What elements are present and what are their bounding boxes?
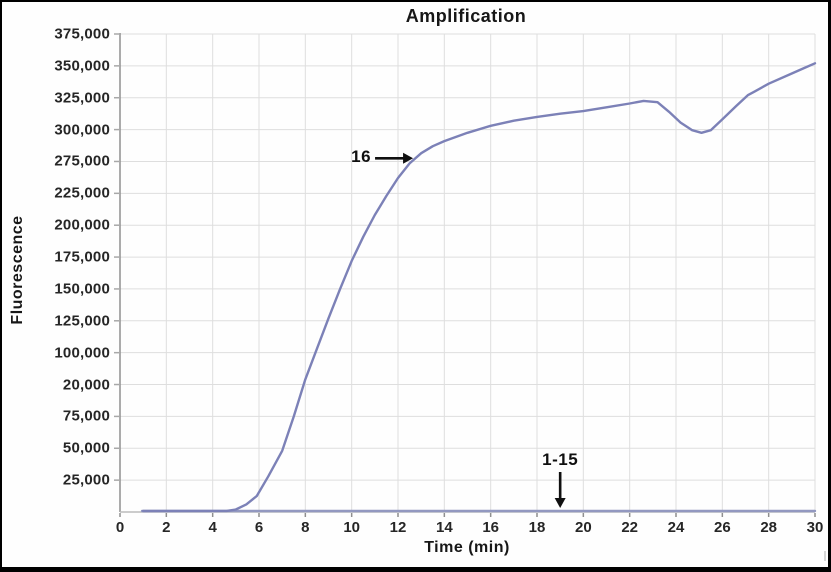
y-tick-label: 75,000 bbox=[62, 407, 110, 425]
x-tick-label: 0 bbox=[115, 519, 125, 536]
x-tick-label: 12 bbox=[389, 519, 407, 536]
y-tick-label: 150,000 bbox=[54, 280, 110, 298]
annotation-samples-1-15: 1-15 bbox=[542, 450, 579, 469]
x-tick-label: 28 bbox=[760, 519, 777, 536]
y-tick-label: 50,000 bbox=[62, 439, 110, 457]
x-tick-label: 4 bbox=[208, 519, 217, 536]
y-tick-label: 350,000 bbox=[54, 57, 110, 75]
y-tick-label: 125,000 bbox=[54, 312, 110, 330]
x-tick-label: 14 bbox=[435, 519, 453, 536]
x-tick-label: 8 bbox=[301, 519, 310, 536]
x-tick-label: 10 bbox=[343, 519, 360, 536]
y-tick-label: 20,000 bbox=[62, 376, 110, 394]
y-tick-label: 325,000 bbox=[54, 89, 110, 107]
x-axis-title: Time (min) bbox=[424, 539, 510, 556]
y-tick-label: 25,000 bbox=[62, 471, 110, 489]
y-tick-label: 175,000 bbox=[54, 248, 110, 266]
arrow-right-head bbox=[403, 152, 414, 164]
curve-16 bbox=[141, 62, 817, 513]
y-tick-label: 100,000 bbox=[54, 344, 110, 362]
y-tick-label: 225,000 bbox=[54, 184, 110, 202]
chart-title: Amplification bbox=[405, 6, 527, 26]
x-tick-label: 16 bbox=[482, 519, 499, 536]
x-tick-label: 24 bbox=[667, 519, 685, 536]
y-tick-label: 300,000 bbox=[54, 121, 110, 139]
y-tick-label: 375,000 bbox=[54, 25, 110, 43]
x-tick-label: 2 bbox=[162, 519, 171, 536]
x-tick-label: 18 bbox=[528, 519, 546, 536]
y-tick-label: 200,000 bbox=[54, 216, 110, 234]
x-tick-label: 30 bbox=[806, 519, 824, 536]
arrow-down-head bbox=[554, 498, 566, 508]
y-tick-label: 275,000 bbox=[54, 152, 110, 170]
x-tick-label: 26 bbox=[713, 519, 731, 536]
x-tick-label: 22 bbox=[621, 519, 638, 536]
annotation-sample-16: 16 bbox=[351, 147, 372, 167]
x-tick-label: 20 bbox=[574, 519, 592, 536]
x-tick-label: 6 bbox=[254, 519, 264, 536]
